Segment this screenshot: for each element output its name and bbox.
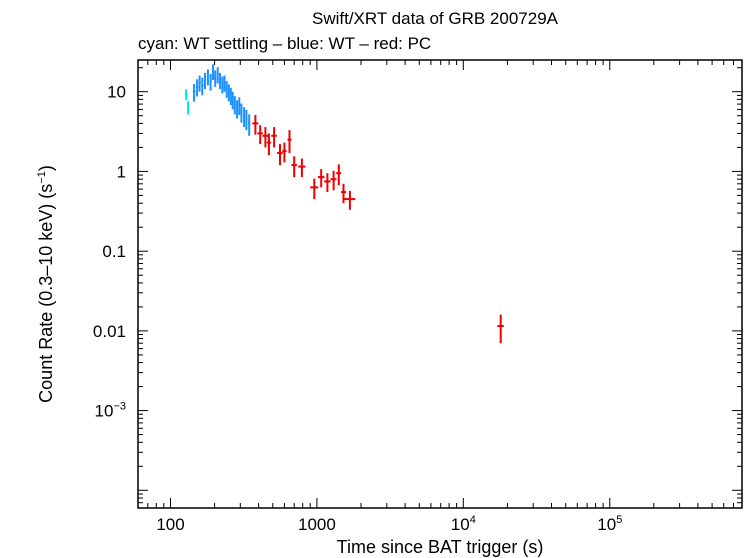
data-point bbox=[248, 114, 251, 136]
data-point bbox=[240, 103, 243, 123]
y-tick-label: 0.01 bbox=[93, 322, 126, 341]
y-tick-label: 0.1 bbox=[102, 242, 126, 261]
y-tick-label: 10−3 bbox=[95, 401, 126, 421]
data-point bbox=[227, 84, 230, 102]
chart-subtitle: cyan: WT settling – blue: WT – red: PC bbox=[138, 34, 431, 53]
data-point bbox=[231, 91, 234, 110]
y-axis-label-tail: ) bbox=[36, 165, 56, 171]
y-axis-label: Count Rate (0.3–10 keV) (s−1) bbox=[36, 165, 56, 403]
data-point bbox=[221, 76, 224, 94]
data-point bbox=[266, 133, 271, 156]
x-tick-label: 100 bbox=[156, 515, 184, 534]
data-point bbox=[185, 89, 188, 101]
data-point bbox=[252, 115, 259, 135]
data-point bbox=[291, 156, 297, 178]
data-point bbox=[229, 87, 232, 106]
y-tick-label: 1 bbox=[117, 162, 126, 181]
data-point bbox=[262, 127, 269, 148]
data-point bbox=[277, 144, 283, 166]
data-point bbox=[223, 75, 226, 92]
data-point bbox=[310, 178, 319, 200]
data-point bbox=[336, 164, 342, 186]
data-point bbox=[192, 84, 196, 102]
data-point bbox=[245, 110, 248, 131]
data-point bbox=[209, 74, 212, 91]
chart-title: Swift/XRT data of GRB 200729A bbox=[312, 9, 559, 28]
data-point bbox=[187, 101, 190, 115]
data-point bbox=[330, 170, 337, 191]
x-tick-label-base: 100 bbox=[156, 515, 184, 534]
data-point bbox=[233, 96, 236, 115]
y-tick-label-base: 1 bbox=[117, 162, 126, 181]
data-point bbox=[324, 173, 331, 193]
x-axis-label: Time since BAT trigger (s) bbox=[337, 537, 544, 557]
y-tick-label-base: 0.01 bbox=[93, 322, 126, 341]
x-tick-label-sup: 5 bbox=[616, 514, 622, 526]
y-tick-label: 10 bbox=[107, 83, 126, 102]
x-tick-label-base: 10 bbox=[597, 515, 616, 534]
y-axis-label-main: Count Rate (0.3–10 keV) (s bbox=[36, 184, 56, 403]
x-tick-label: 1000 bbox=[298, 515, 336, 534]
x-tick-label: 105 bbox=[597, 514, 622, 534]
data-point bbox=[287, 130, 292, 154]
data-point bbox=[243, 107, 246, 128]
data-point bbox=[203, 72, 207, 90]
data-point bbox=[198, 75, 201, 92]
data-point bbox=[257, 125, 263, 145]
data-points bbox=[185, 64, 504, 344]
data-point bbox=[212, 64, 214, 81]
x-tick-label: 104 bbox=[451, 514, 476, 534]
data-point bbox=[201, 77, 204, 96]
x-tick-label-sup: 4 bbox=[470, 514, 476, 526]
data-point bbox=[271, 127, 277, 148]
data-point bbox=[282, 142, 287, 163]
data-point bbox=[497, 314, 504, 344]
y-tick-label-base: 10 bbox=[107, 83, 126, 102]
data-point bbox=[341, 183, 346, 204]
plot-frame bbox=[137, 59, 743, 509]
data-point bbox=[195, 79, 199, 97]
data-point bbox=[225, 81, 228, 98]
data-point bbox=[317, 169, 325, 188]
y-axis-label-sup: −1 bbox=[36, 171, 48, 184]
x-tick-label-base: 1000 bbox=[298, 515, 336, 534]
x-tick-label-base: 10 bbox=[451, 515, 470, 534]
data-point bbox=[298, 158, 306, 178]
y-tick-label-sup: −3 bbox=[113, 401, 126, 413]
y-tick-label-base: 0.1 bbox=[102, 242, 126, 261]
y-tick-label-base: 10 bbox=[95, 402, 114, 421]
data-point bbox=[344, 190, 356, 210]
data-point bbox=[214, 70, 217, 87]
axis-ticks bbox=[137, 60, 743, 509]
data-point bbox=[236, 100, 239, 119]
data-point bbox=[216, 67, 219, 84]
data-point bbox=[206, 69, 209, 86]
data-point bbox=[238, 97, 241, 115]
data-point bbox=[219, 72, 221, 90]
